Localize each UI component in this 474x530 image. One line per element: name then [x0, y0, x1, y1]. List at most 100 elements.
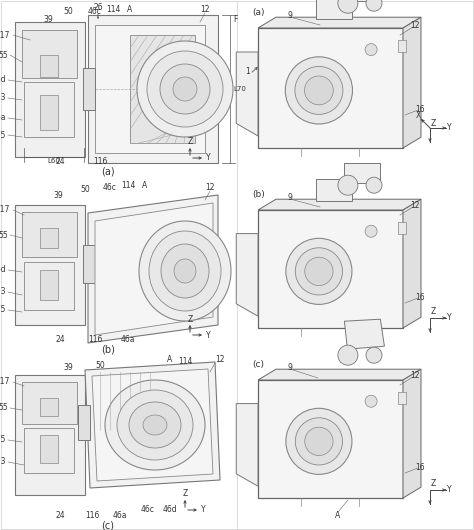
Bar [88, 15, 218, 163]
Circle shape [295, 248, 343, 295]
Circle shape [286, 238, 352, 304]
Text: 46c: 46c [103, 183, 117, 192]
Text: 16: 16 [415, 464, 425, 473]
Text: 116: 116 [93, 157, 107, 166]
Bar [95, 25, 205, 153]
Text: 115: 115 [0, 436, 6, 445]
Text: Y: Y [447, 123, 451, 132]
Ellipse shape [161, 244, 209, 298]
Text: 50: 50 [80, 186, 90, 195]
Circle shape [365, 43, 377, 56]
Text: 12: 12 [200, 5, 210, 14]
Circle shape [285, 57, 353, 124]
Circle shape [137, 41, 233, 137]
Polygon shape [258, 199, 421, 210]
Bar [78, 405, 90, 440]
Bar [345, 0, 381, 1]
Text: Z: Z [182, 490, 188, 499]
Circle shape [286, 408, 352, 474]
Ellipse shape [143, 415, 167, 435]
Text: 12: 12 [205, 183, 215, 192]
Bar [22, 212, 77, 257]
Text: A: A [128, 4, 133, 13]
Bar [15, 375, 85, 495]
Bar [398, 392, 406, 404]
Ellipse shape [174, 259, 196, 283]
Bar [398, 222, 406, 234]
Polygon shape [85, 362, 220, 488]
Text: (b): (b) [101, 345, 115, 355]
Circle shape [338, 345, 358, 365]
Circle shape [365, 225, 377, 237]
Bar [40, 55, 58, 77]
Text: 115: 115 [0, 305, 6, 314]
Bar [345, 163, 381, 183]
Text: 103: 103 [0, 287, 6, 296]
Text: 9: 9 [288, 363, 292, 372]
Text: (b): (b) [252, 190, 265, 199]
Circle shape [366, 347, 382, 363]
Text: 46d: 46d [0, 75, 6, 84]
Text: 55: 55 [0, 50, 8, 59]
Polygon shape [403, 369, 421, 498]
Text: L70: L70 [233, 86, 246, 92]
Text: 1: 1 [246, 67, 250, 76]
Bar [40, 435, 58, 463]
Polygon shape [92, 369, 213, 481]
Text: 117: 117 [0, 206, 10, 215]
Circle shape [173, 77, 197, 101]
Text: 103: 103 [0, 457, 6, 466]
Text: 46d: 46d [163, 506, 177, 515]
Text: Y: Y [206, 331, 210, 340]
Text: 116: 116 [88, 335, 102, 344]
Text: Z: Z [430, 307, 436, 316]
Bar [316, 179, 352, 201]
Text: 24: 24 [55, 335, 65, 344]
Polygon shape [236, 404, 258, 486]
Text: 12: 12 [410, 200, 420, 209]
Bar [22, 30, 77, 78]
Bar [24, 262, 74, 310]
Text: F: F [233, 15, 237, 24]
Text: 103: 103 [0, 93, 6, 102]
Circle shape [365, 395, 377, 407]
Text: X: X [415, 111, 420, 120]
Circle shape [338, 175, 358, 195]
Text: 24: 24 [55, 510, 65, 519]
Text: 117: 117 [0, 377, 10, 386]
Text: 16: 16 [415, 294, 425, 303]
Text: 46a: 46a [0, 113, 6, 122]
Text: Z: Z [430, 119, 436, 128]
Bar [83, 245, 95, 283]
Bar [258, 28, 403, 148]
Polygon shape [345, 319, 384, 349]
Bar [40, 398, 58, 416]
Text: 114: 114 [121, 181, 135, 190]
Text: 55: 55 [0, 403, 8, 412]
Text: (c): (c) [101, 520, 115, 530]
Text: 116: 116 [85, 510, 99, 519]
Bar [15, 22, 85, 157]
Circle shape [304, 76, 333, 105]
Bar [22, 382, 77, 424]
Ellipse shape [117, 390, 193, 460]
Text: 114: 114 [178, 358, 192, 367]
Ellipse shape [129, 402, 181, 448]
Circle shape [295, 66, 343, 114]
Text: Z: Z [187, 314, 192, 323]
Text: 16: 16 [415, 105, 425, 114]
Circle shape [338, 0, 358, 13]
Text: (a): (a) [101, 167, 115, 177]
Text: 39: 39 [63, 364, 73, 373]
Text: L60: L60 [47, 158, 61, 164]
Text: 46d: 46d [0, 266, 6, 275]
Ellipse shape [139, 221, 231, 321]
Text: 24: 24 [55, 157, 65, 166]
Bar [24, 428, 74, 473]
Circle shape [295, 418, 343, 465]
Bar [40, 228, 58, 248]
Bar [15, 205, 85, 325]
Circle shape [147, 51, 223, 127]
Text: 114: 114 [106, 5, 120, 14]
Circle shape [305, 427, 333, 455]
